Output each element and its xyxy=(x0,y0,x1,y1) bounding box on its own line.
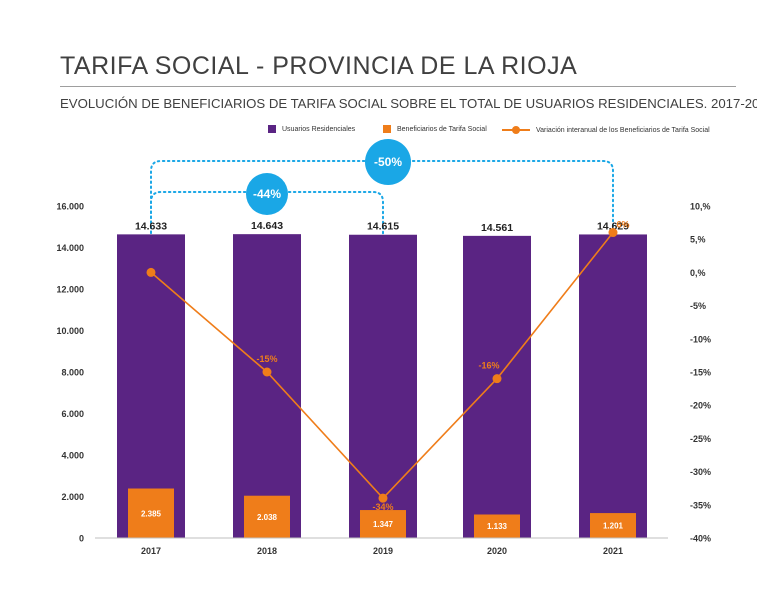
data-label-users-2019: 14.615 xyxy=(367,221,399,233)
y-left-tick-label: 12.000 xyxy=(56,285,84,295)
y-right-tick-label: -25% xyxy=(690,434,711,444)
data-label-users-2020: 14.561 xyxy=(481,222,513,234)
legend-item-variation: Variación interanual de los Beneficiario… xyxy=(502,125,710,135)
y-left-tick-label: 10.000 xyxy=(56,326,84,336)
title-divider xyxy=(60,86,736,87)
y-right-tick-label: -35% xyxy=(690,500,711,510)
x-tick-label-2019: 2019 xyxy=(373,546,393,556)
y-right-tick-label: 0,% xyxy=(690,268,706,278)
data-label-users-2018: 14.643 xyxy=(251,220,283,232)
y-right-tick-label: -40% xyxy=(690,534,711,544)
y-right-tick-label: 10,% xyxy=(690,202,711,212)
bar-users-2017 xyxy=(117,234,185,539)
legend-item-beneficiaries: Beneficiarios de Tarifa Social xyxy=(383,125,487,133)
legend-swatch-users xyxy=(268,125,276,133)
legend-item-users: Usuarios Residenciales xyxy=(268,125,355,133)
x-tick-label-2021: 2021 xyxy=(603,546,623,556)
x-tick-label-2018: 2018 xyxy=(257,546,277,556)
x-tick-label-2017: 2017 xyxy=(141,546,161,556)
y-right-tick-label: 5,% xyxy=(690,235,706,245)
y-right-tick-label: -20% xyxy=(690,401,711,411)
bar-beneficiaries-2017 xyxy=(128,488,174,538)
annotation-label-1: -44% xyxy=(253,187,281,201)
legend-label-variation: Variación interanual de los Beneficiario… xyxy=(536,126,710,134)
bar-users-2019 xyxy=(349,234,417,538)
legend-label-beneficiaries: Beneficiarios de Tarifa Social xyxy=(397,125,487,133)
bar-users-2018 xyxy=(233,234,301,538)
bar-beneficiaries-2020 xyxy=(474,514,520,538)
data-label-variation-2019: -34% xyxy=(372,502,393,512)
bar-users-2020 xyxy=(463,235,531,538)
data-label-variation-2020: -16% xyxy=(478,361,499,371)
data-label-beneficiaries-2020: 1.133 xyxy=(487,522,508,531)
x-tick-label-2020: 2020 xyxy=(487,546,507,556)
legend-swatch-beneficiaries xyxy=(383,125,391,133)
point-variation-2018 xyxy=(262,367,272,377)
data-label-beneficiaries-2019: 1.347 xyxy=(373,520,394,529)
y-left-tick-label: 8.000 xyxy=(61,368,84,378)
point-variation-2019 xyxy=(378,493,388,503)
y-left-tick-label: 4.000 xyxy=(61,451,84,461)
point-variation-2017 xyxy=(146,267,156,277)
y-right-tick-label: -30% xyxy=(690,467,711,477)
chart-title: TARIFA SOCIAL - PROVINCIA DE LA RIOJA xyxy=(60,52,578,80)
y-left-tick-label: 6.000 xyxy=(61,409,84,419)
legend-swatch-variation xyxy=(502,125,530,135)
bar-beneficiaries-2018 xyxy=(244,495,290,538)
data-label-beneficiaries-2017: 2.385 xyxy=(141,509,162,518)
data-label-users-2017: 14.633 xyxy=(135,220,167,232)
y-right-tick-label: -5% xyxy=(690,301,706,311)
chart-subtitle: EVOLUCIÓN DE BENEFICIARIOS DE TARIFA SOC… xyxy=(60,96,757,111)
bar-beneficiaries-2021 xyxy=(590,513,636,538)
data-label-users-2021: 14.629 xyxy=(597,220,629,232)
data-label-variation-2018: -15% xyxy=(256,354,277,364)
annotation-label-2: -50% xyxy=(374,155,402,169)
bar-beneficiaries-2019 xyxy=(360,510,406,538)
bar-users-2021 xyxy=(579,234,647,539)
data-label-variation-2021: 6% xyxy=(616,220,629,230)
y-left-tick-label: 14.000 xyxy=(56,243,84,253)
y-right-tick-label: -15% xyxy=(690,368,711,378)
legend-label-users: Usuarios Residenciales xyxy=(282,125,356,133)
y-left-tick-label: 16.000 xyxy=(56,202,84,212)
y-left-tick-label: 0 xyxy=(79,534,84,544)
annotation-bubble-1 xyxy=(246,173,288,215)
point-variation-2020 xyxy=(492,374,502,384)
point-variation-2021 xyxy=(608,228,618,238)
y-left-tick-label: 2.000 xyxy=(61,492,84,502)
annotation-bubble-2 xyxy=(365,139,411,185)
y-right-tick-label: -10% xyxy=(690,334,711,344)
data-label-beneficiaries-2021: 1.201 xyxy=(603,522,624,531)
data-label-beneficiaries-2018: 2.038 xyxy=(257,513,278,522)
